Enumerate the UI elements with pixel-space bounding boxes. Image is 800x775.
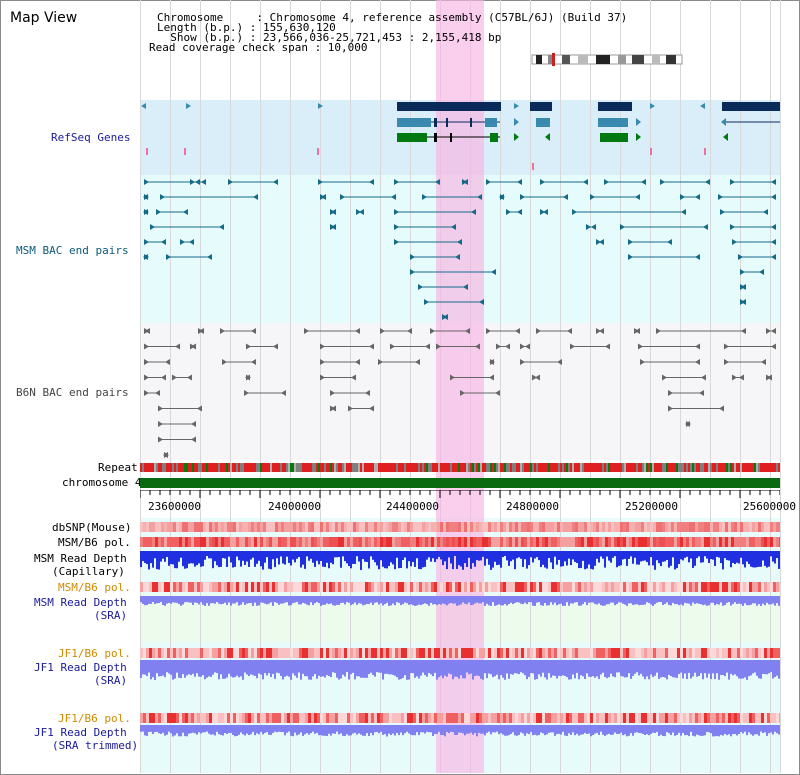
grid-line	[650, 0, 651, 773]
grid-line	[770, 0, 771, 773]
grid-line	[530, 0, 531, 773]
chromosome-bar	[140, 478, 780, 488]
axis-tick-label: 24400000	[386, 500, 439, 513]
selection-highlight	[436, 0, 484, 773]
track-label-msm-depth-cap-sub: (Capillary)	[52, 565, 125, 578]
coverage-info: Read coverage check span : 10,000	[149, 41, 368, 54]
track-label-msm-bac[interactable]: MSM BAC end pairs	[16, 244, 129, 257]
msm-b6-pol-strip-2	[140, 582, 780, 592]
page-title: Map View	[10, 10, 78, 26]
position-axis	[140, 490, 780, 498]
axis-tick-label: 23600000	[148, 500, 201, 513]
grid-line	[260, 0, 261, 773]
refseq-gene-row-3	[397, 133, 728, 142]
track-label-jf1-b6-pol-2: JF1/B6 pol.	[58, 712, 131, 725]
chromosome-info: Chromosome : Chromosome 4, reference ass…	[157, 11, 628, 24]
show-info: Show (b.p.) : 23,566,036-25,721,453 : 2,…	[157, 31, 502, 44]
axis-tick-label: 25200000	[625, 500, 678, 513]
track-label-msm-b6-pol-2: MSM/B6 pol.	[58, 581, 131, 594]
track-label-jf1-depth: JF1 Read Depth	[34, 661, 127, 674]
axis-tick-label: 24800000	[506, 500, 559, 513]
grid-line	[170, 0, 171, 773]
track-label-refseq[interactable]: RefSeq Genes	[51, 131, 131, 144]
track-label-dbsnp: dbSNP(Mouse)	[52, 521, 132, 534]
repeat-track	[140, 463, 780, 472]
length-info: Length (b.p.) : 155,630,120	[157, 21, 336, 34]
track-label-jf1-depth-trim-sub: (SRA trimmed)	[52, 739, 139, 752]
msm-b6-pol-strip-1	[140, 537, 780, 547]
track-label-msm-depth-cap: MSM Read Depth	[34, 552, 127, 565]
jf1-depth-trimmed-plot	[140, 725, 780, 737]
grid-line	[230, 0, 231, 773]
track-label-b6n-bac[interactable]: B6N BAC end pairs	[16, 386, 129, 399]
grid-line	[410, 0, 411, 773]
refseq-markers	[146, 148, 706, 170]
track-label-jf1-b6-pol-1: JF1/B6 pol.	[58, 647, 131, 660]
grid-line	[710, 0, 711, 773]
jf1-b6-pol-strip-2	[140, 713, 780, 723]
grid-line	[200, 0, 201, 773]
grid-line	[560, 0, 561, 773]
chromosome-ideogram[interactable]	[528, 52, 686, 68]
msm-depth-sra-plot	[140, 596, 780, 606]
refseq-gene-row-1	[141, 102, 780, 111]
refseq-gene-row-2	[397, 118, 780, 127]
grid-line	[500, 0, 501, 773]
track-label-jf1-depth-sub: (SRA)	[94, 674, 128, 687]
track-label-chromosome: chromosome 4	[62, 476, 142, 489]
track-label-msm-depth-sra-sub: (SRA)	[94, 609, 128, 622]
grid-line	[320, 0, 321, 773]
grid-line	[290, 0, 291, 773]
dbsnp-heat-strip	[140, 522, 780, 532]
track-label-msm-depth-sra: MSM Read Depth	[34, 596, 127, 609]
track-label-msm-b6-pol-1: MSM/B6 pol.	[58, 536, 131, 549]
grid-line	[350, 0, 351, 773]
grid-line	[380, 0, 381, 773]
axis-tick-label: 25600000	[743, 500, 796, 513]
grid-line	[140, 0, 141, 773]
grid-line	[680, 0, 681, 773]
msm-depth-capillary-plot	[140, 551, 780, 570]
grid-line	[590, 0, 591, 773]
jf1-depth-plot	[140, 660, 780, 680]
grid-line	[780, 0, 781, 773]
axis-tick-label: 24000000	[268, 500, 321, 513]
grid-line	[740, 0, 741, 773]
grid-line	[620, 0, 621, 773]
jf1-b6-pol-strip-1	[140, 648, 780, 658]
track-label-jf1-depth-trim: JF1 Read Depth	[34, 726, 127, 739]
track-label-repeat: Repeat	[98, 461, 138, 474]
